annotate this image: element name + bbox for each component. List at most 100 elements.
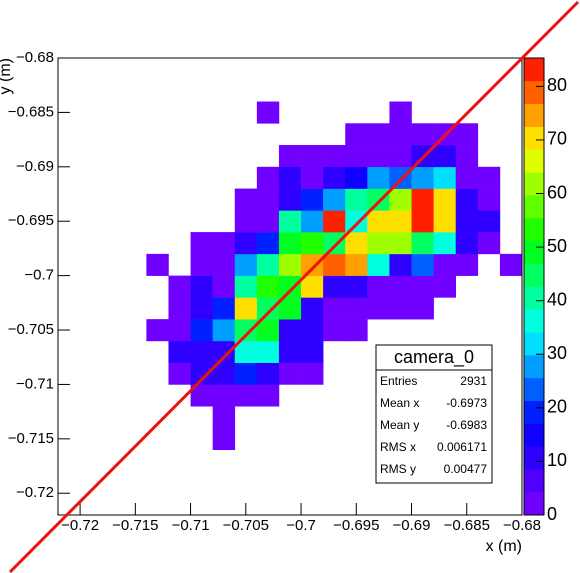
cells (146, 101, 523, 451)
cell (477, 210, 501, 233)
y-tick-label: −0.7 (24, 267, 54, 284)
cell (301, 232, 324, 255)
color-band (524, 286, 544, 310)
cell (411, 232, 434, 255)
x-tick-label: −0.695 (333, 517, 379, 534)
cell (455, 145, 479, 168)
cell (190, 253, 213, 276)
cell (389, 145, 412, 168)
cell (190, 362, 213, 385)
stats-value: -0.6983 (446, 418, 487, 432)
cell (278, 362, 302, 385)
cell (455, 166, 479, 189)
z-tick-label: 0 (547, 504, 557, 524)
cell (367, 253, 390, 276)
cell (256, 275, 280, 298)
cell (212, 384, 236, 407)
cell (345, 145, 368, 168)
cell (234, 210, 258, 233)
cell (301, 319, 324, 342)
cell (367, 232, 390, 255)
cell (345, 166, 368, 189)
cell (278, 166, 302, 189)
z-tick-label: 40 (547, 289, 567, 309)
color-band (524, 149, 544, 173)
x-tick-label: −0.685 (444, 517, 490, 534)
cell (345, 188, 368, 211)
color-band (524, 355, 544, 379)
cell (411, 275, 434, 298)
cell (212, 362, 236, 385)
cell (212, 253, 236, 276)
cell (168, 275, 191, 298)
z-tick-label: 10 (547, 450, 567, 470)
x-tick-label: −0.72 (61, 517, 99, 534)
z-tick-label: 60 (547, 182, 567, 202)
cell (323, 166, 346, 189)
cell (301, 210, 324, 233)
cell (345, 319, 368, 342)
cell (367, 188, 390, 211)
cell (234, 384, 258, 407)
z-tick-label: 20 (547, 397, 567, 417)
cell (411, 210, 434, 233)
stats-label: Mean x (380, 396, 419, 410)
cell (256, 210, 280, 233)
cell (234, 297, 258, 320)
cell (323, 319, 346, 342)
cell (433, 188, 457, 211)
cell (301, 297, 324, 320)
cell (301, 362, 324, 385)
cell (278, 275, 302, 298)
stats-box: camera_0 Entries 2931 Mean x -0.6973 Mean y -0… (375, 344, 493, 484)
color-band (524, 103, 544, 127)
color-band (524, 332, 544, 356)
axes: −0.72 −0.715 −0.71 −0.705 −0.7 −0.695 −0.69 −0.… (8, 49, 541, 534)
cell (234, 275, 258, 298)
cell (323, 232, 346, 255)
cell (455, 123, 479, 146)
z-tick-label: 80 (547, 75, 567, 95)
cell (345, 123, 368, 146)
cell (433, 145, 457, 168)
stats-value: 0.00477 (444, 462, 488, 476)
cell (190, 232, 213, 255)
color-band (524, 126, 544, 150)
cell (345, 275, 368, 298)
cell (234, 362, 258, 385)
cell (190, 297, 213, 320)
cell (256, 166, 280, 189)
cell (256, 297, 280, 320)
cell (433, 232, 457, 255)
stats-label: RMS x (380, 440, 416, 454)
cell (455, 232, 479, 255)
cell (234, 188, 258, 211)
cell (190, 384, 213, 407)
cell (278, 319, 302, 342)
color-bar-frame (523, 57, 545, 516)
x-axis-label: x (m) (486, 538, 522, 555)
color-band (524, 377, 544, 402)
cell (455, 210, 479, 233)
cell (323, 253, 346, 276)
cell (411, 297, 434, 320)
cell (345, 210, 368, 233)
diagonal-line (8, 0, 580, 573)
cell (433, 253, 457, 276)
cell (234, 253, 258, 276)
cell (345, 253, 368, 276)
cell (234, 319, 258, 342)
cell (389, 101, 412, 124)
cell (301, 275, 324, 298)
color-band (524, 195, 544, 219)
cell (256, 340, 280, 363)
cell (278, 297, 302, 320)
cell (256, 362, 280, 385)
color-band (524, 492, 544, 516)
cell (278, 145, 302, 168)
cell (256, 384, 280, 407)
cell (234, 340, 258, 363)
cell (278, 210, 302, 233)
cell (278, 188, 302, 211)
